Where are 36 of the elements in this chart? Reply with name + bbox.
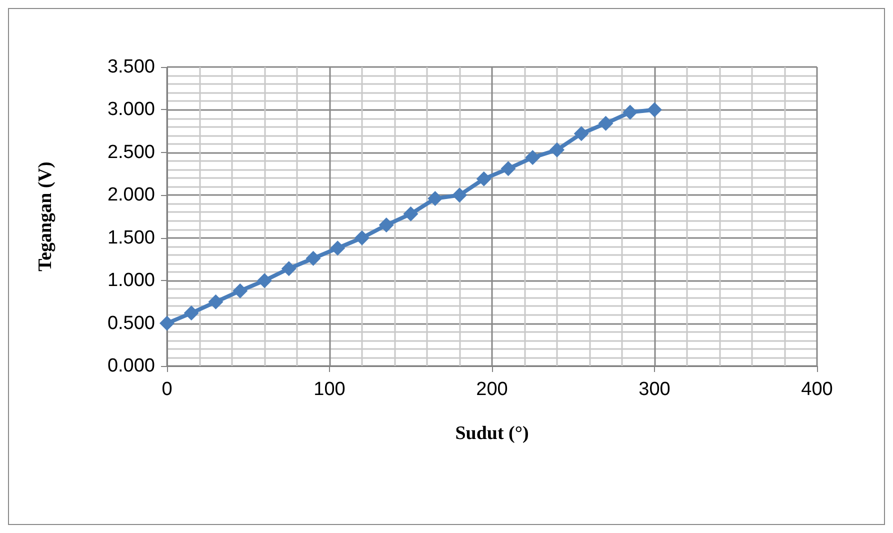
- x-axis-title: Sudut (°): [455, 423, 529, 444]
- y-tick-label: 0.000: [107, 356, 155, 376]
- point: [354, 230, 370, 246]
- point: [428, 191, 443, 206]
- point: [550, 142, 564, 158]
- point: [622, 104, 638, 120]
- point: [525, 150, 540, 166]
- y-tick-label: 2.500: [107, 142, 155, 163]
- x-tick-label: 200: [476, 379, 508, 400]
- x-tick-label: 0: [162, 379, 172, 400]
- point: [306, 250, 321, 266]
- point: [160, 316, 174, 331]
- point: [208, 294, 224, 310]
- y-tick-label: 1.500: [107, 227, 155, 248]
- y-tick-label: 3.000: [107, 99, 155, 120]
- y-tick-label: 2.000: [107, 184, 155, 206]
- x-tick-label: 100: [314, 379, 346, 400]
- x-tick-label: 400: [801, 379, 833, 400]
- point: [378, 218, 394, 233]
- point: [476, 171, 492, 186]
- point: [598, 116, 614, 131]
- point: [500, 161, 516, 176]
- y-tick-label: 1.000: [107, 270, 155, 292]
- point: [647, 102, 662, 118]
- point: [403, 206, 418, 222]
- x-tick-label: 300: [638, 379, 670, 400]
- point: [574, 126, 589, 142]
- point: [232, 283, 248, 298]
- point: [330, 240, 346, 256]
- point: [281, 261, 296, 276]
- y-axis-title: Tegangan (V): [35, 162, 56, 272]
- y-tick-label: 3.500: [107, 56, 155, 78]
- point: [184, 306, 199, 321]
- point: [452, 188, 467, 203]
- y-tick-label: 0.500: [107, 312, 155, 334]
- point: [257, 273, 272, 288]
